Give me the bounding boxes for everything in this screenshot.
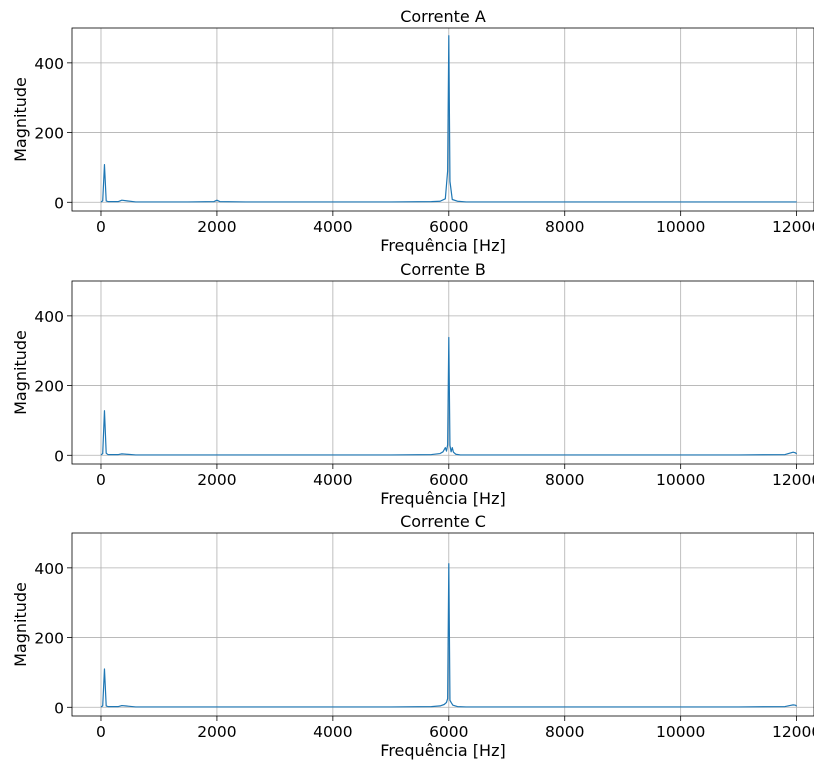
chart-1-xtick-label-8000: 8000: [545, 218, 584, 236]
chart-2-ytick-label-200: 200: [34, 378, 64, 396]
chart-1-xlabel: Frequência [Hz]: [380, 236, 505, 255]
chart-2-ytick-label-400: 400: [34, 308, 64, 326]
chart-1-xtick-label-10000: 10000: [656, 218, 705, 236]
chart-2-xtick-label-2000: 2000: [197, 471, 236, 489]
chart-2-xlabel: Frequência [Hz]: [380, 489, 505, 508]
chart-1-series-line-0: [100, 35, 797, 203]
chart-3-xlabel: Frequência [Hz]: [380, 741, 505, 760]
chart-1-xtick-label-4000: 4000: [313, 218, 352, 236]
chart-3-xtick-label-2000: 2000: [197, 723, 236, 741]
chart-1-ylabel: Magnitude: [11, 77, 30, 162]
chart-3-frame: [71, 532, 814, 717]
chart-3-xtick-label-10000: 10000: [656, 723, 705, 741]
chart-1-title: Corrente A: [400, 7, 486, 26]
chart-3-series-line-0: [100, 563, 798, 708]
chart-1-ytick-label-400: 400: [34, 55, 64, 73]
chart-3-ytick-label-200: 200: [34, 630, 64, 648]
chart-1-xtick-label-0: 0: [96, 218, 106, 236]
chart-2-series-line-0: [100, 336, 798, 456]
chart-1-ytick-label-0: 0: [54, 194, 64, 212]
chart-1-ytick-label-200: 200: [34, 125, 64, 143]
chart-2-xtick-label-0: 0: [96, 471, 106, 489]
chart-3-xtick-label-8000: 8000: [545, 723, 584, 741]
chart-2-ylabel: Magnitude: [11, 330, 30, 415]
chart-3-xtick-label-4000: 4000: [313, 723, 352, 741]
chart-1-frame: [71, 27, 814, 212]
chart-2-title: Corrente B: [400, 260, 486, 279]
chart-3-ytick-label-0: 0: [54, 699, 64, 717]
chart-2-ytick-label-0: 0: [54, 447, 64, 465]
chart-3-title: Corrente C: [400, 512, 486, 531]
chart-1-xtick-label-2000: 2000: [197, 218, 236, 236]
chart-1-xtick-label-6000: 6000: [429, 218, 468, 236]
chart-3-xtick-label-0: 0: [96, 723, 106, 741]
chart-2-xtick-label-8000: 8000: [545, 471, 584, 489]
chart-2-xtick-label-10000: 10000: [656, 471, 705, 489]
chart-2-xtick-label-4000: 4000: [313, 471, 352, 489]
chart-3-ylabel: Magnitude: [11, 582, 30, 667]
chart-3-ytick-label-400: 400: [34, 560, 64, 578]
chart-2-xtick-label-6000: 6000: [429, 471, 468, 489]
chart-3-xtick-label-6000: 6000: [429, 723, 468, 741]
chart-2-frame: [71, 280, 814, 465]
